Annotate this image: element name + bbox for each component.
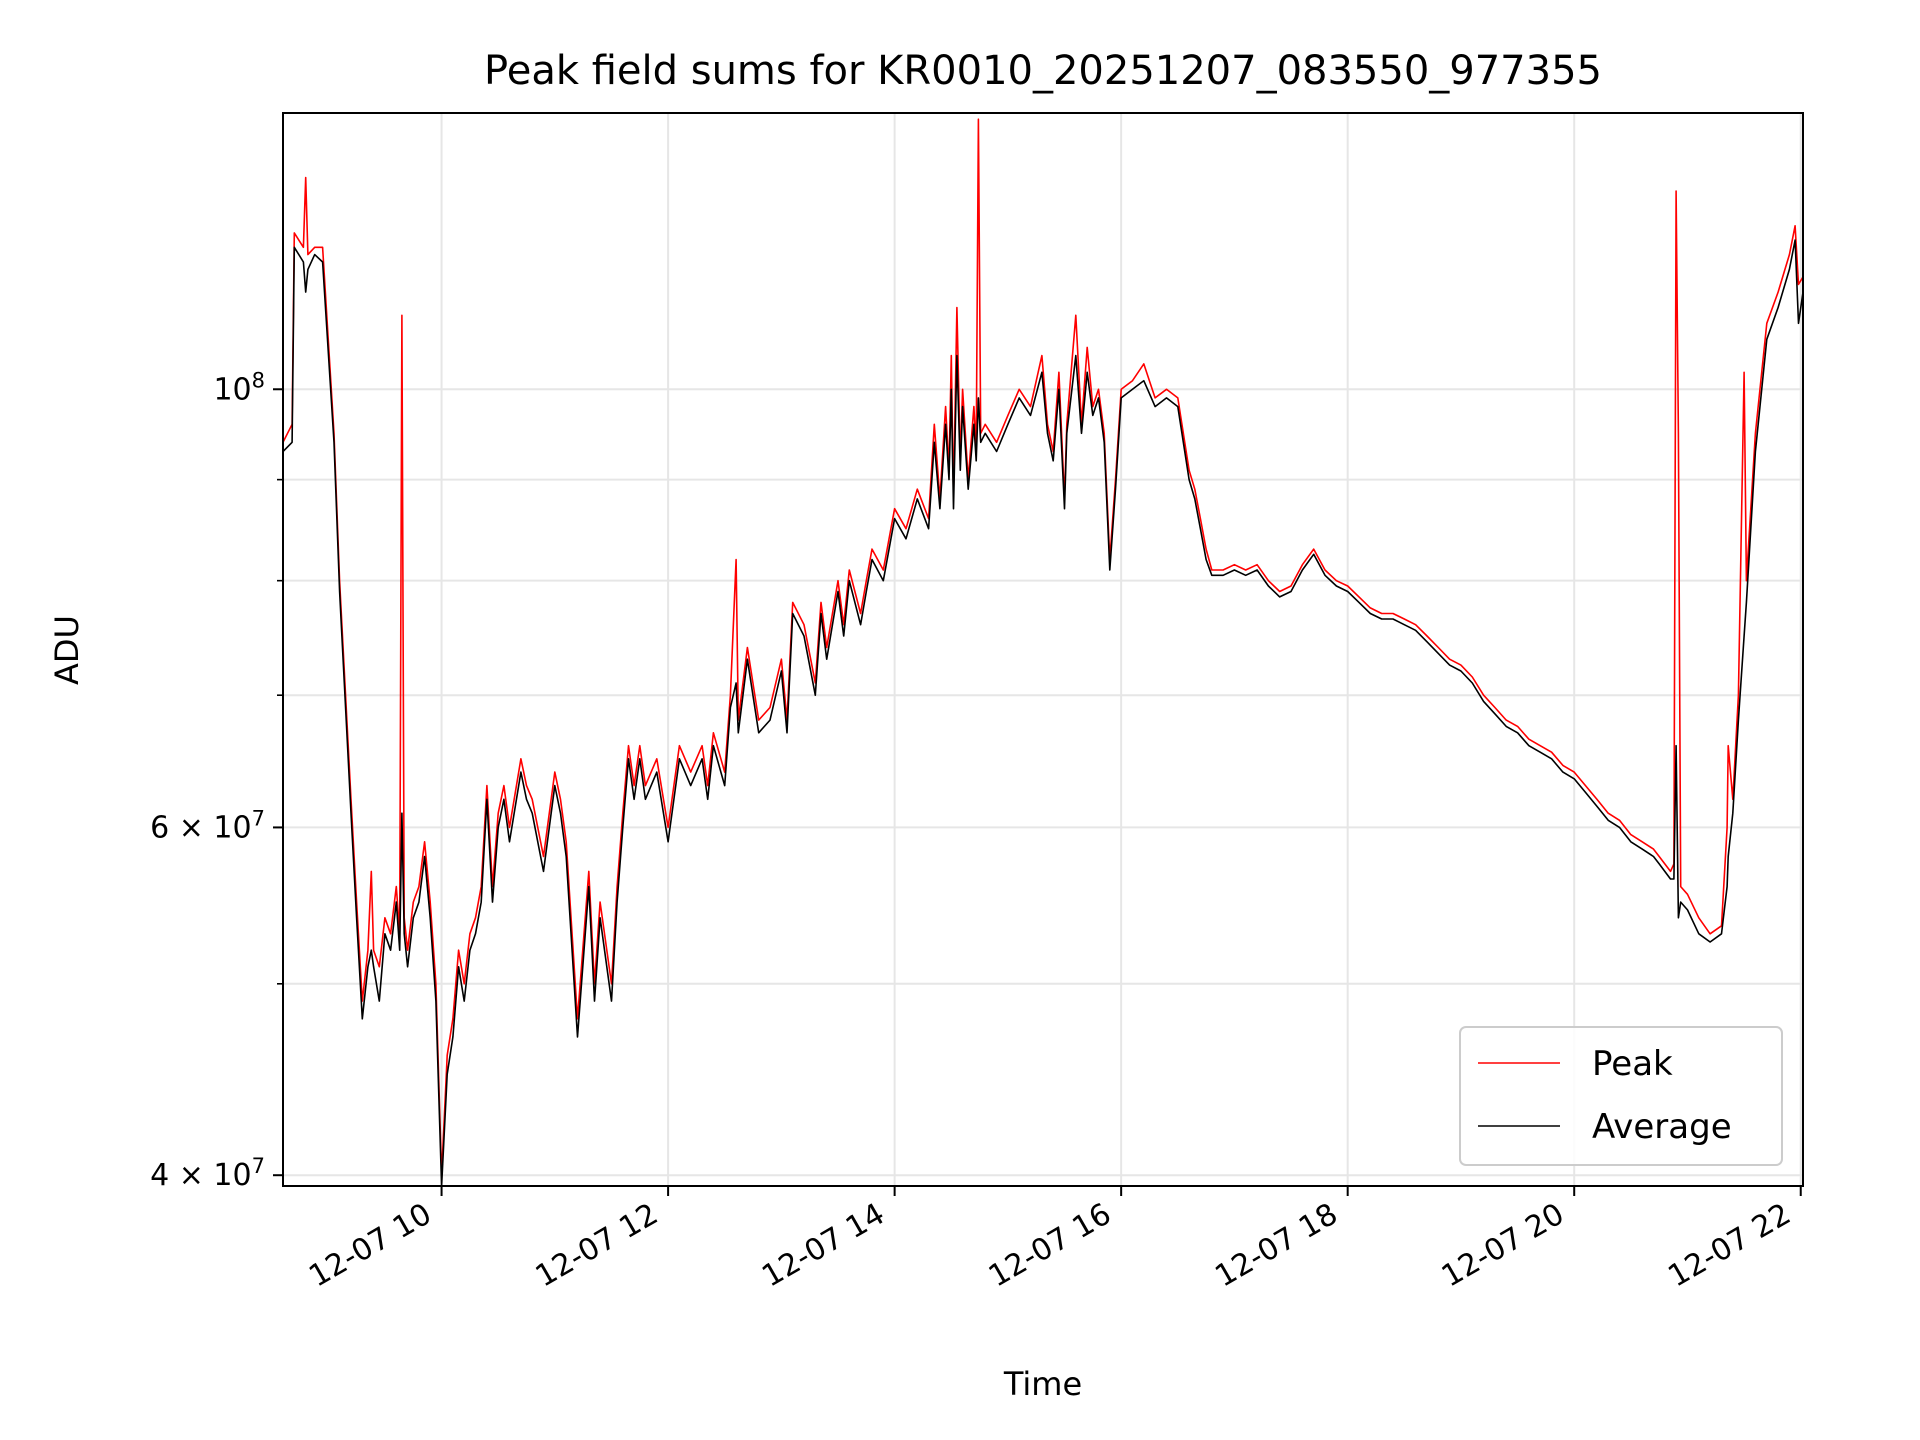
y-tick-exponent: 7 xyxy=(252,806,265,830)
y-tick-base: 10 xyxy=(213,372,251,407)
plot-lines xyxy=(283,118,1803,1186)
legend-average-label: Average xyxy=(1592,1107,1732,1147)
series-average-line xyxy=(283,239,1803,1186)
chart-title: Peak field sums for KR0010_20251207_0835… xyxy=(484,48,1602,94)
y-tick-exponent: 7 xyxy=(252,1154,265,1178)
y-tick-exponent: 8 xyxy=(252,368,265,392)
y-tick-label: 4 × 107 xyxy=(150,1154,265,1193)
y-tick-label: 108 xyxy=(213,368,265,407)
y-tick-base: 6 × 10 xyxy=(150,810,251,845)
y-axis-label: ADU xyxy=(48,615,86,685)
axes-frame xyxy=(282,112,1804,1187)
grid xyxy=(283,113,1803,1186)
x-axis-label: Time xyxy=(1003,1365,1082,1403)
y-tick-label: 6 × 107 xyxy=(150,806,265,845)
y-tick-base: 4 × 10 xyxy=(150,1158,251,1193)
legend: Peak Average xyxy=(1459,1026,1783,1166)
legend-frame xyxy=(1459,1026,1783,1166)
legend-peak-label: Peak xyxy=(1592,1044,1673,1084)
